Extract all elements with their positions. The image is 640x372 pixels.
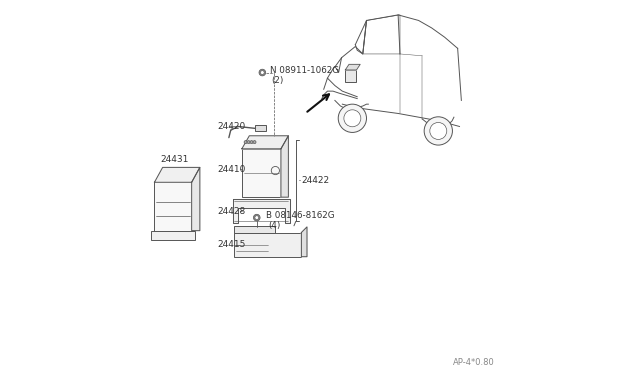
Bar: [234, 226, 275, 232]
Circle shape: [247, 141, 250, 144]
Text: (2): (2): [271, 76, 284, 85]
Text: 24428: 24428: [218, 206, 246, 216]
Text: 24415: 24415: [218, 240, 246, 249]
Polygon shape: [301, 227, 307, 257]
Circle shape: [244, 141, 247, 144]
Text: 24422: 24422: [301, 176, 330, 185]
Circle shape: [255, 216, 259, 219]
Text: N 08911-1062G: N 08911-1062G: [270, 66, 339, 75]
Circle shape: [344, 110, 361, 127]
Polygon shape: [191, 167, 200, 231]
Polygon shape: [154, 167, 200, 182]
Bar: [234, 232, 301, 257]
Circle shape: [253, 141, 256, 144]
Polygon shape: [346, 64, 360, 70]
Text: AP-4*0.80: AP-4*0.80: [453, 358, 495, 367]
Text: 24410: 24410: [218, 165, 246, 174]
Bar: [154, 182, 191, 231]
Polygon shape: [281, 136, 289, 197]
Circle shape: [250, 141, 253, 144]
Circle shape: [253, 214, 260, 221]
Polygon shape: [242, 136, 289, 149]
Circle shape: [338, 104, 367, 132]
Circle shape: [430, 122, 447, 140]
Circle shape: [259, 69, 266, 76]
Text: B 08146-8162G: B 08146-8162G: [266, 211, 335, 220]
Text: 24431: 24431: [160, 155, 188, 164]
Bar: [255, 125, 266, 131]
Text: 24420: 24420: [218, 122, 246, 131]
Bar: [242, 149, 281, 197]
Bar: [346, 70, 356, 82]
Text: (4): (4): [268, 221, 280, 230]
Polygon shape: [232, 199, 291, 223]
Circle shape: [424, 117, 452, 145]
Bar: [151, 231, 195, 240]
Circle shape: [260, 71, 264, 74]
